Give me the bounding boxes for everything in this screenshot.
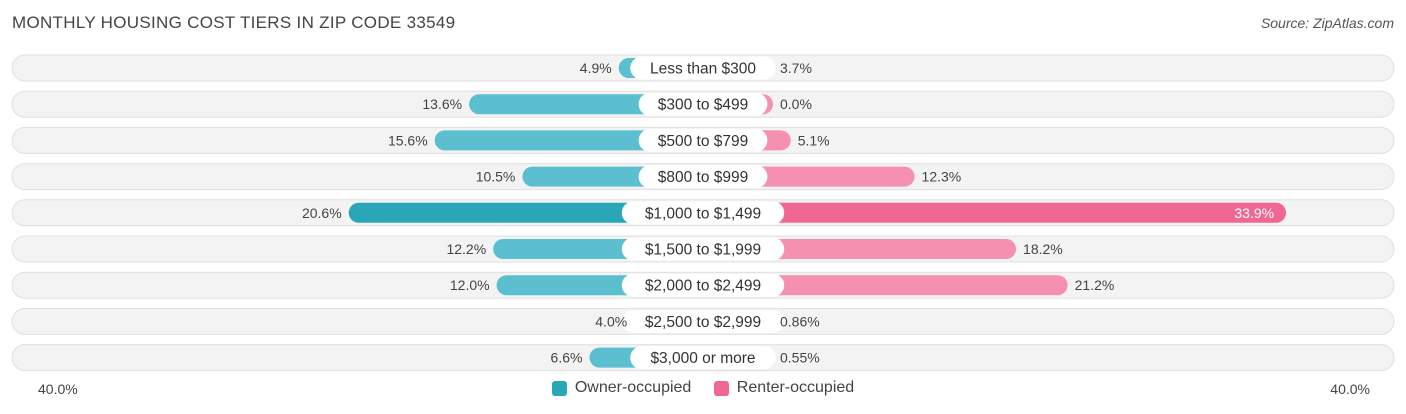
renter-value-label: 0.86% xyxy=(780,313,820,329)
legend-item-renter[interactable]: Renter-occupied xyxy=(713,379,855,397)
owner-value-label: 6.6% xyxy=(551,350,583,366)
legend-item-owner[interactable]: Owner-occupied xyxy=(551,379,692,397)
renter-value-label: 5.1% xyxy=(798,132,830,148)
category-pill xyxy=(621,273,785,297)
owner-value-label: 12.2% xyxy=(446,241,486,257)
category-pill xyxy=(630,56,776,80)
category-label: $1,000 to $1,499 xyxy=(645,205,761,222)
owner-value-label: 4.9% xyxy=(580,60,612,76)
owner-bar[interactable] xyxy=(348,202,703,223)
renter-value-label: 21.2% xyxy=(1075,277,1115,293)
renter-value-label: 33.9% xyxy=(1234,205,1274,221)
category-label: $3,000 or more xyxy=(650,350,755,367)
category-label: $2,500 to $2,999 xyxy=(645,314,761,331)
legend: Owner-occupied Renter-occupied xyxy=(0,379,1406,401)
category-label: $1,500 to $1,999 xyxy=(645,242,761,259)
renter-value-label: 3.7% xyxy=(780,60,812,76)
owner-value-label: 10.5% xyxy=(476,169,516,185)
category-label: $2,000 to $2,499 xyxy=(645,278,761,295)
owner-value-label: 15.6% xyxy=(388,132,428,148)
owner-bar[interactable] xyxy=(434,130,703,151)
legend-swatch-owner xyxy=(551,380,567,396)
axis-right-label: 40.0% xyxy=(1330,381,1370,397)
owner-value-label: 20.6% xyxy=(302,205,342,221)
owner-value-label: 4.0% xyxy=(595,313,627,329)
category-label: $800 to $999 xyxy=(658,169,749,186)
category-pill xyxy=(621,237,785,261)
category-pill xyxy=(621,201,785,225)
chart-title: MONTHLY HOUSING COST TIERS IN ZIP CODE 3… xyxy=(12,13,456,32)
legend-label-renter: Renter-occupied xyxy=(736,379,855,396)
category-pill xyxy=(621,309,785,333)
chart-source: Source: ZipAtlas.com xyxy=(1260,15,1394,31)
owner-value-label: 12.0% xyxy=(450,277,490,293)
renter-value-label: 0.0% xyxy=(780,96,812,112)
category-pill xyxy=(638,92,768,116)
renter-value-label: 12.3% xyxy=(922,169,962,185)
category-pill xyxy=(638,128,768,152)
category-label: $300 to $499 xyxy=(658,97,749,114)
legend-label-owner: Owner-occupied xyxy=(574,379,692,396)
legend-swatch-renter xyxy=(713,380,729,396)
renter-bar[interactable] xyxy=(703,275,1068,296)
category-pill xyxy=(638,165,768,189)
owner-value-label: 13.6% xyxy=(422,96,462,112)
renter-value-label: 0.55% xyxy=(780,350,820,366)
category-label: $500 to $799 xyxy=(658,133,749,150)
axis-left-label: 40.0% xyxy=(38,381,78,397)
category-pill xyxy=(630,346,776,370)
renter-value-label: 18.2% xyxy=(1023,241,1063,257)
category-label: Less than $300 xyxy=(650,61,756,78)
renter-bar[interactable] xyxy=(703,202,1287,223)
